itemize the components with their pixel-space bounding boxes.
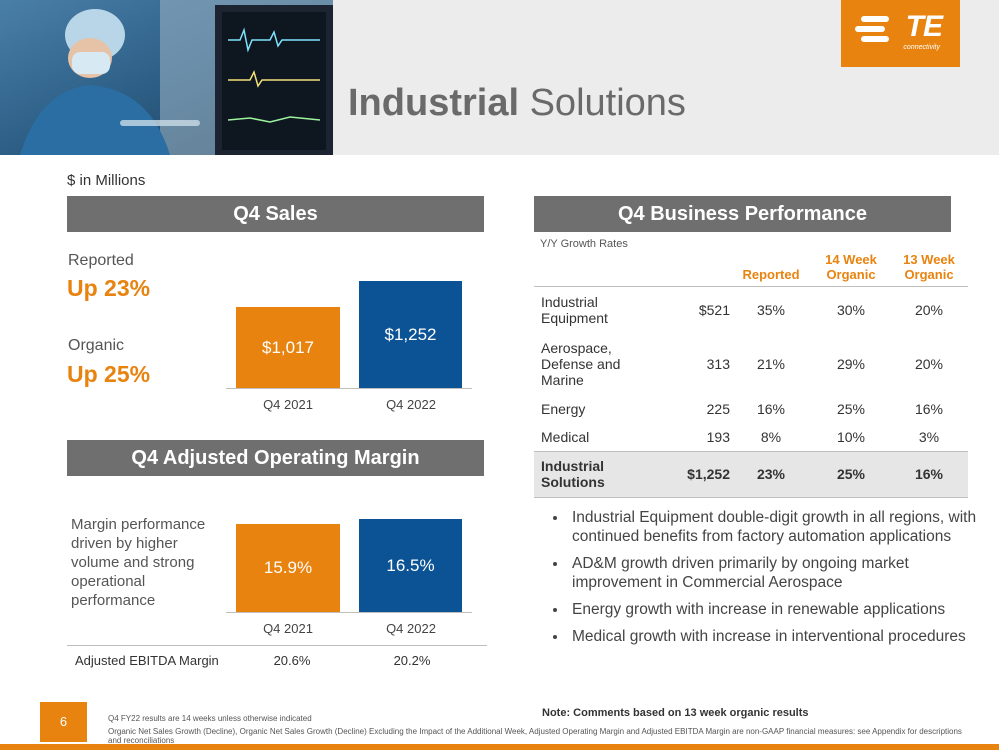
sales-x-tick: Q4 2022 [386, 397, 436, 412]
total-reported: 23% [756, 466, 786, 482]
row-sales: 313 [706, 356, 730, 372]
performance-title: Q4 Business Performance [534, 196, 951, 232]
row-14-week: 30% [836, 301, 866, 318]
row-name: Medical [541, 428, 590, 445]
logo-subtext: connectivity [903, 44, 940, 51]
medical-scene-image [0, 0, 333, 155]
total-name: Industrial Solutions [541, 458, 605, 490]
logo-stripes-icon [855, 16, 889, 42]
table-row: Medical 193 8% 10% 3% [534, 423, 968, 451]
sales-bar-label: $1,017 [262, 337, 314, 357]
row-reported: 8% [760, 428, 782, 445]
header-reported: Reported [742, 266, 800, 282]
margin-bar-label: 15.9% [263, 558, 313, 577]
sales-x-tick: Q4 2021 [263, 397, 313, 412]
header-blank [534, 250, 664, 286]
units-label: $ in Millions [67, 172, 146, 189]
ebitda-divider [67, 645, 487, 646]
margin-x-tick: Q4 2022 [386, 621, 436, 636]
row-name: Energy [541, 401, 586, 417]
title-rest-part: Solutions [519, 82, 686, 124]
row-14-week: 29% [836, 356, 866, 372]
header-14-week: 14 Week Organic [825, 251, 877, 282]
row-reported: 35% [756, 301, 786, 318]
margin-title: Q4 Adjusted Operating Margin [67, 440, 484, 476]
commentary-list: Industrial Equipment double-digit growth… [540, 508, 988, 654]
organic-value: Up 25% [67, 361, 151, 387]
commentary-item: Medical growth with increase in interven… [568, 627, 988, 646]
table-row: Aerospace, Defense and Marine 313 21% 29… [534, 333, 968, 395]
row-13-week: 3% [918, 428, 940, 445]
te-logo: TE connectivity [841, 0, 960, 67]
row-sales: 193 [706, 428, 730, 445]
performance-subtitle: Y/Y Growth Rates [540, 238, 628, 250]
reported-label: Reported [68, 252, 134, 269]
title-bold-part: Industrial [348, 82, 520, 124]
row-reported: 16% [756, 401, 786, 417]
footnote-2: Organic Net Sales Growth (Decline), Orga… [108, 727, 962, 745]
table-total-row: Industrial Solutions $1,252 23% 25% 16% [534, 451, 968, 497]
ebitda-label: Adjusted EBITDA Margin [75, 653, 219, 668]
row-13-week: 16% [914, 401, 944, 417]
q4-sales-title: Q4 Sales [67, 196, 484, 232]
commentary-item: Energy growth with increase in renewable… [568, 600, 988, 619]
margin-x-tick: Q4 2021 [263, 621, 313, 636]
table-row: Industrial Equipment $521 35% 30% 20% [534, 286, 968, 333]
table-row: Energy 225 16% 25% 16% [534, 395, 968, 423]
page-title: Industrial Solutions [348, 82, 686, 125]
sales-bar-label: $1,252 [384, 324, 437, 344]
row-13-week: 20% [914, 301, 944, 318]
commentary-note: Note: Comments based on 13 week organic … [542, 707, 809, 719]
total-13-week: 16% [914, 466, 944, 482]
footer-accent-line [0, 744, 999, 750]
row-14-week: 10% [836, 428, 866, 445]
footnote-1: Q4 FY22 results are 14 weeks unless othe… [108, 714, 312, 723]
margin-bar-q4-2022: 16.5% [359, 519, 462, 612]
ebitda-value-2022: 20.2% [393, 653, 431, 668]
total-sales: $1,252 [687, 466, 730, 482]
header-13-week: 13 Week Organic [903, 251, 955, 282]
row-name: Aerospace, Defense and Marine [541, 340, 621, 388]
margin-description: Margin performance driven by higher volu… [71, 516, 206, 609]
row-sales: 225 [706, 401, 730, 417]
reported-value: Up 23% [67, 275, 151, 301]
row-14-week: 25% [836, 401, 866, 417]
sales-bar-q4-2021: $1,017 [236, 307, 340, 388]
row-reported: 21% [756, 356, 786, 372]
commentary-item: AD&M growth driven primarily by ongoing … [568, 554, 988, 592]
header-blank [664, 250, 730, 286]
row-13-week: 20% [914, 356, 944, 372]
row-sales: $521 [698, 301, 730, 318]
page-number: 6 [40, 702, 87, 742]
margin-x-axis [226, 612, 472, 613]
performance-table: Reported 14 Week Organic 13 Week Organic… [534, 250, 968, 498]
header-photo [0, 0, 333, 155]
commentary-item: Industrial Equipment double-digit growth… [568, 508, 988, 546]
logo-text: TE [905, 10, 943, 43]
ebitda-value-2021: 20.6% [273, 653, 311, 668]
sales-x-axis [226, 388, 472, 389]
row-name: Industrial Equipment [541, 293, 608, 326]
margin-bar-label: 16.5% [386, 555, 435, 575]
total-14-week: 25% [836, 466, 866, 482]
margin-bar-q4-2021: 15.9% [236, 524, 340, 612]
table-header-row: Reported 14 Week Organic 13 Week Organic [534, 250, 968, 286]
sales-bar-q4-2022: $1,252 [359, 281, 462, 388]
organic-label: Organic [68, 337, 125, 354]
